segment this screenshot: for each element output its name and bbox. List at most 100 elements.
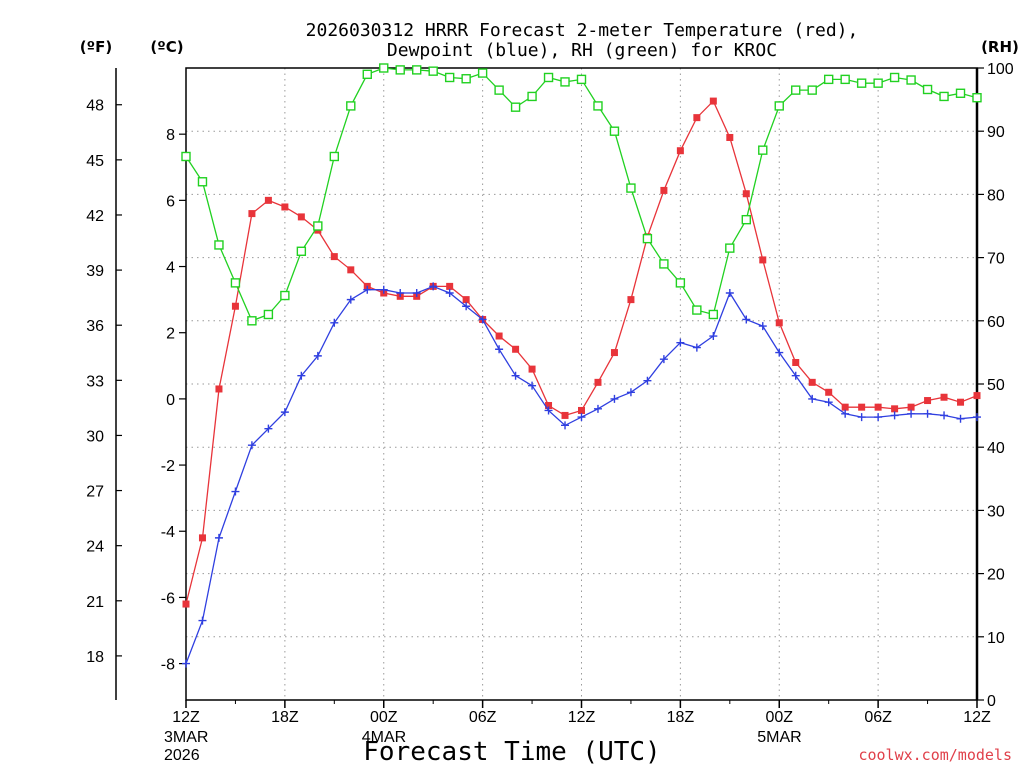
rh-tick-label: 50	[987, 377, 1005, 394]
rh-tick-label: 20	[987, 567, 1005, 584]
rh-tick-label: 0	[987, 693, 996, 710]
rh-tick-label: 70	[987, 251, 1005, 268]
rh-point	[659, 259, 669, 269]
dewpoint-point	[313, 351, 322, 360]
rh-point	[560, 77, 570, 87]
dewpoint-point	[692, 343, 701, 352]
dewpoint-point	[297, 371, 306, 380]
rh-point	[181, 151, 191, 162]
celsius-tick-label: -4	[161, 524, 175, 541]
temperature-point	[545, 402, 553, 410]
fahrenheit-tick-label: 18	[86, 649, 104, 666]
rh-point	[823, 74, 834, 85]
rh-point	[329, 151, 340, 162]
celsius-tick-label: -2	[161, 458, 175, 475]
rh-point	[642, 233, 653, 244]
dewpoint-point	[808, 394, 817, 403]
temperature-point	[709, 97, 717, 105]
celsius-tick-label: -6	[161, 590, 175, 607]
temperature-point	[512, 345, 520, 353]
dewpoint-point	[577, 413, 586, 422]
temperature-point	[891, 405, 899, 413]
temperature-point	[858, 403, 866, 411]
dewpoint-point	[973, 413, 981, 422]
rh-point	[840, 74, 850, 85]
fahrenheit-tick-label: 39	[86, 263, 104, 280]
celsius-tick-label: 4	[166, 260, 175, 277]
rh-point	[477, 68, 488, 78]
dewpoint-point	[643, 376, 652, 385]
temperature-point	[495, 332, 503, 340]
rh-point	[741, 214, 751, 225]
fahrenheit-tick-label: 33	[86, 373, 104, 390]
rh-tick-label: 60	[987, 314, 1005, 331]
series	[181, 63, 982, 668]
temperature-point	[215, 385, 223, 393]
rh-point	[972, 93, 982, 103]
x-year-label: 2026	[164, 747, 200, 764]
dewpoint-point	[346, 295, 355, 304]
rh-point	[922, 84, 933, 95]
fahrenheit-tick-label: 24	[86, 539, 104, 556]
rh-point	[708, 309, 719, 320]
rh-point	[791, 85, 801, 95]
rh-tick-label: 90	[987, 124, 1005, 141]
dewpoint-point	[182, 659, 190, 668]
dewpoint-point	[264, 424, 273, 433]
dewpoint-point	[363, 285, 372, 294]
dewpoint-point	[495, 345, 504, 354]
x-tick-label: 06Z	[469, 709, 497, 726]
rh-point	[889, 72, 900, 83]
temperature-point	[660, 186, 668, 194]
rh-point	[527, 91, 537, 102]
fahrenheit-unit-label: (ºF)	[80, 38, 112, 56]
x-tick-label: 12Z	[172, 709, 200, 726]
celsius-unit-label: (ºC)	[150, 38, 183, 56]
rh-point	[395, 65, 405, 75]
rh-point	[461, 74, 471, 84]
rh-point	[428, 66, 438, 76]
rh-point	[197, 177, 208, 187]
x-tick-label: 06Z	[864, 709, 892, 726]
fahrenheit-tick-label: 45	[86, 153, 104, 170]
rh-point	[609, 126, 620, 136]
rh-point	[412, 65, 422, 75]
dewpoint-point	[841, 409, 850, 418]
temperature-point	[940, 393, 948, 401]
rh-point	[214, 240, 224, 250]
rh-tick-label: 40	[987, 440, 1005, 457]
dewpoint-point	[231, 487, 240, 496]
rh-point	[906, 75, 916, 85]
celsius-tick-label: 2	[166, 326, 175, 343]
dewpoint-point	[247, 441, 256, 450]
dewpoint-point	[709, 332, 718, 341]
temperature-point	[693, 114, 701, 122]
temperature-point	[973, 392, 981, 400]
rh-point	[494, 85, 504, 95]
rh-point	[543, 72, 554, 83]
rh-point	[313, 221, 323, 231]
rh-point	[873, 78, 883, 88]
rh-point	[247, 316, 257, 326]
rh-point	[774, 101, 784, 111]
dewpoint-point	[758, 322, 767, 331]
fahrenheit-tick-label: 21	[86, 594, 104, 611]
dewpoint-point	[445, 289, 454, 298]
temperature-point	[248, 210, 256, 218]
temperature-point	[792, 358, 800, 366]
celsius-tick-label: -8	[161, 657, 175, 674]
temperature-point	[231, 302, 239, 310]
celsius-tick-label: 8	[166, 127, 175, 144]
x-tick-label: 00Z	[370, 709, 398, 726]
dewpoint-point	[907, 409, 916, 418]
rh-point	[362, 69, 372, 80]
dewpoint-point	[857, 413, 866, 422]
credit-text: coolwx.com/models	[858, 746, 1012, 764]
temperature-point	[578, 406, 585, 414]
x-axis-title: Forecast Time (UTC)	[363, 737, 660, 767]
temperature-point	[808, 378, 816, 386]
temperature-point	[610, 349, 618, 357]
chart-title-line-2: Dewpoint (blue), RH (green) for KROC	[387, 40, 777, 61]
dewpoint-point	[775, 348, 784, 357]
